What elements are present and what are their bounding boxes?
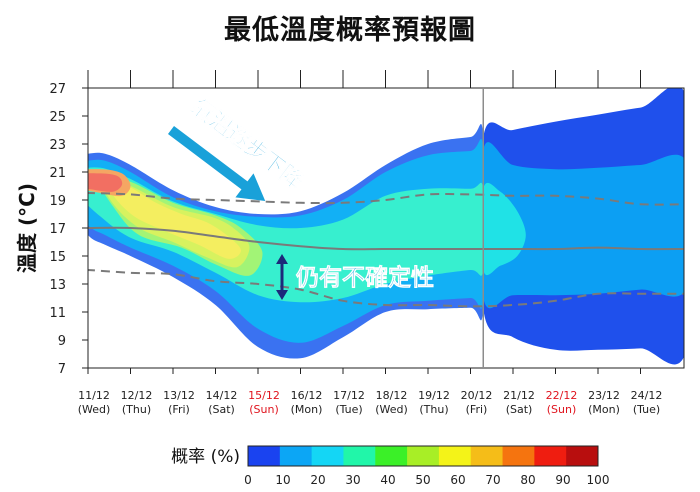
x-tick-day: (Sat) (506, 403, 533, 416)
legend-swatch (407, 446, 440, 466)
x-tick-date: 16/12 (291, 389, 323, 402)
annotation-arrow-down-icon (167, 126, 266, 202)
legend-swatch (375, 446, 408, 466)
x-tick-date: 23/12 (588, 389, 620, 402)
legend-tick-label: 60 (450, 473, 465, 487)
probability-band-75 (88, 173, 123, 192)
x-tick-date: 11/12 (78, 389, 110, 402)
legend-tick-label: 80 (520, 473, 535, 487)
x-tick-day: (Thu) (419, 403, 448, 416)
x-tick-day: (Mon) (588, 403, 620, 416)
legend-tick-label: 10 (275, 473, 290, 487)
annotation-text-uncertainty: 仍有不確定性 (296, 264, 434, 291)
legend-border (247, 445, 599, 467)
x-tick-day: (Wed) (78, 403, 111, 416)
arrow-shape (167, 126, 266, 202)
y-tick-label: 21 (49, 166, 66, 181)
probability-bands (88, 88, 684, 365)
legend-tick-label: 70 (485, 473, 500, 487)
x-tick-day: (Sat) (208, 403, 235, 416)
y-tick-label: 7 (58, 362, 66, 377)
x-tick-day: (Wed) (375, 403, 408, 416)
probability-band-55 (108, 178, 242, 259)
x-tick-date: 14/12 (206, 389, 238, 402)
legend-swatch (279, 446, 313, 466)
y-tick-label: 17 (49, 222, 66, 237)
extended-band-15 (483, 142, 684, 309)
extended-band-25 (483, 182, 526, 276)
double-arrow-head-up (276, 254, 288, 264)
legend-swatch (502, 446, 535, 466)
legend-swatch (534, 446, 567, 466)
x-tick-date: 18/12 (376, 389, 408, 402)
legend-tick-label: 90 (555, 473, 570, 487)
y-tick-label: 15 (49, 250, 66, 265)
legend-swatch (470, 446, 504, 466)
x-tick-date: 13/12 (163, 389, 195, 402)
x-tick-date: 24/12 (631, 389, 663, 402)
legend-swatch (438, 446, 472, 466)
y-tick-label: 23 (49, 138, 66, 153)
legend: 0 10 20 30 40 50 60 70 80 90 100 概率 (%) (171, 445, 610, 487)
double-arrow-head-down (276, 290, 288, 300)
x-tick-day: (Fri) (168, 403, 190, 416)
legend-tick-label: 100 (587, 473, 610, 487)
x-tick-date: 12/12 (121, 389, 153, 402)
legend-swatch (343, 446, 376, 466)
legend-tick-label: 50 (415, 473, 430, 487)
y-tick-label: 11 (49, 306, 66, 321)
series-lines (88, 191, 684, 308)
bands-forecast (88, 124, 484, 359)
x-tick-day: (Mon) (291, 403, 323, 416)
legend-tick-label: 30 (345, 473, 360, 487)
x-tick-day: (Thu) (122, 403, 151, 416)
legend-title: 概率 (%) (171, 447, 240, 467)
x-tick-day: (Tue) (335, 403, 362, 416)
series-line-median (88, 226, 684, 251)
series-line-lower (88, 268, 684, 308)
y-axis-label: 溫度 (°C) (15, 183, 39, 273)
legend-swatch (311, 446, 344, 466)
x-tick-date: 22/12 (546, 389, 578, 402)
x-tick-day: (Tue) (633, 403, 660, 416)
legend-tick-label: 20 (310, 473, 325, 487)
x-tick-day: (Sun) (249, 403, 279, 416)
annotation-text-falling: 氣溫逐步下降 (186, 94, 308, 195)
legend-swatch (248, 446, 281, 466)
legend-swatch (566, 446, 599, 466)
x-tick-date: 15/12 (248, 389, 280, 402)
x-tick-day: (Sun) (547, 403, 577, 416)
x-tick-date: 19/12 (418, 389, 450, 402)
series-line-upper (88, 191, 684, 206)
legend-tick-label: 40 (380, 473, 395, 487)
y-tick-label: 25 (49, 110, 66, 125)
annotation-double-arrow-icon (276, 254, 288, 300)
legend-tick-label: 0 (244, 473, 252, 487)
x-tick-date: 20/12 (461, 389, 493, 402)
y-tick-label: 9 (58, 334, 66, 349)
x-tick-day: (Fri) (466, 403, 488, 416)
bands-extended (483, 88, 684, 365)
probability-band-25 (88, 167, 484, 303)
y-tick-label: 27 (49, 82, 66, 97)
x-tick-date: 17/12 (333, 389, 365, 402)
chart-title: 最低溫度概率預報圖 (224, 15, 476, 46)
x-tick-date: 21/12 (503, 389, 535, 402)
y-tick-label: 13 (49, 278, 66, 293)
y-tick-label: 19 (49, 194, 66, 209)
